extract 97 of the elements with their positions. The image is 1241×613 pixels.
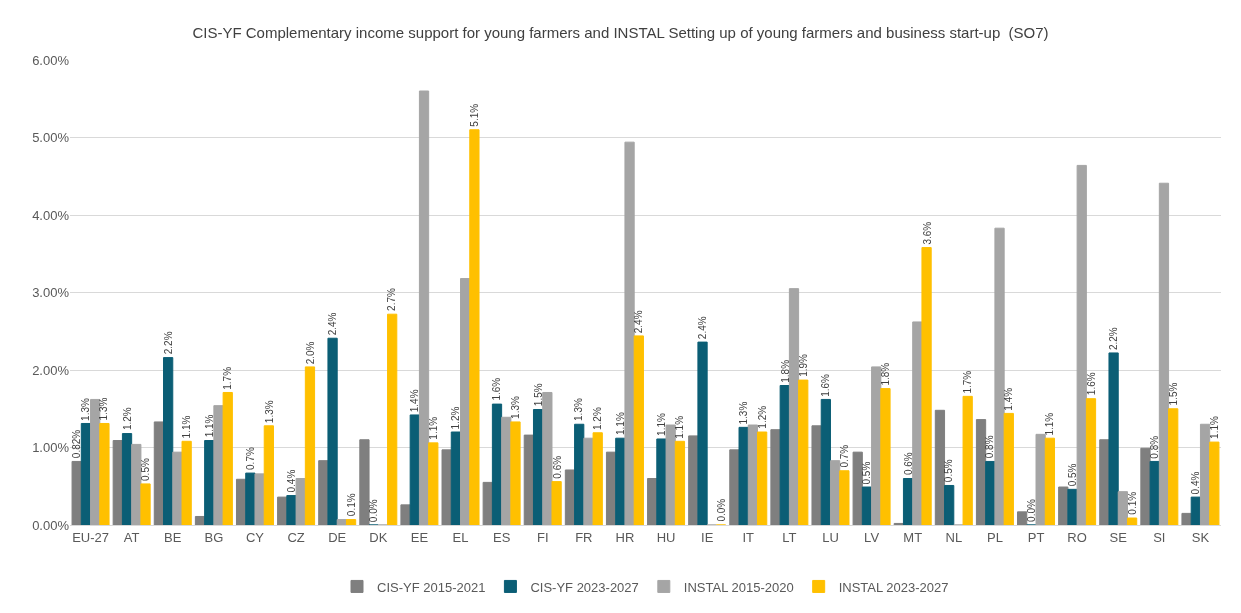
data-label: 0.8% [984, 435, 996, 459]
data-label: 1.3% [79, 398, 91, 421]
data-label: 1.1% [180, 415, 192, 439]
data-label: 1.3% [737, 401, 749, 425]
x-tick-label: PT [1027, 529, 1045, 545]
data-label: 1.3% [510, 396, 522, 419]
data-label: 1.2% [592, 407, 604, 430]
data-label: 3.6% [921, 221, 933, 245]
legend-label: CIS-YF 2015-2021 [377, 579, 486, 595]
x-tick-label: AT [123, 529, 140, 545]
x-tick-label: CY [245, 529, 265, 545]
data-label: 1.1% [1208, 416, 1220, 439]
data-label: 5.1% [469, 103, 481, 127]
data-label: 0.5% [861, 461, 873, 485]
data-label: 2.2% [163, 331, 175, 355]
x-tick-label: LV [864, 529, 880, 545]
x-tick-label: LU [822, 529, 839, 545]
y-tick-label: 6.00% [32, 52, 70, 68]
data-label: 1.1% [1044, 412, 1056, 436]
data-label: 1.6% [491, 377, 503, 401]
x-tick-label: PL [986, 529, 1003, 545]
x-tick-label: LT [782, 529, 797, 545]
x-tick-label: BG [204, 529, 224, 545]
x-tick-label: SE [1109, 529, 1128, 545]
data-label: 0.6% [551, 455, 563, 479]
data-label: 2.2% [1108, 327, 1120, 351]
data-label: 0.1% [345, 493, 357, 517]
data-label: 1.4% [409, 389, 421, 413]
data-label: 0.5% [140, 458, 152, 481]
x-tick-label: EE [410, 529, 429, 545]
data-label: 0.5% [1066, 463, 1078, 487]
data-label: 0.7% [244, 447, 256, 470]
x-tick-label: DE [328, 529, 347, 545]
x-tick-label: RO [1067, 529, 1087, 545]
data-label: 2.0% [304, 341, 316, 365]
data-label: 0.82% [71, 429, 83, 459]
y-tick-label: 1.00% [32, 440, 70, 456]
data-label: 1.3% [98, 397, 110, 421]
data-label: 1.2% [450, 406, 462, 430]
data-label: 0.0% [1025, 498, 1037, 522]
y-tick-label: 5.00% [32, 130, 70, 146]
data-label: 1.7% [221, 366, 233, 390]
legend-label: INSTAL 2015-2020 [683, 579, 794, 595]
data-label: 1.3% [573, 398, 585, 421]
x-tick-label: FR [575, 529, 593, 545]
x-tick-label: SI [1153, 529, 1166, 545]
x-tick-label: DK [369, 529, 388, 545]
data-label: 1.1% [427, 416, 439, 440]
data-label: 0.5% [943, 459, 955, 483]
y-tick-label: 0.00% [32, 517, 70, 533]
y-tick-label: 4.00% [32, 207, 70, 223]
data-label: 1.1% [614, 412, 626, 436]
data-label: 1.1% [655, 413, 667, 436]
legend-label: INSTAL 2023-2027 [838, 579, 949, 595]
data-label: 1.2% [756, 405, 768, 429]
data-label: 1.8% [779, 359, 791, 383]
data-label: 0.4% [286, 469, 298, 493]
x-tick-label: EU-27 [72, 529, 109, 545]
data-label: 1.7% [961, 370, 973, 394]
data-label: 1.6% [819, 373, 831, 397]
data-label: 1.1% [674, 415, 686, 439]
chart-title: CIS-YF Complementary income support for young farmers and INSTAL Setting up of young farmers and business start-up (SO7) [192, 24, 1049, 42]
x-tick-label: IT [742, 529, 755, 545]
y-tick-label: 2.00% [32, 362, 70, 378]
data-label: 0.4% [1190, 471, 1202, 495]
data-label: 1.4% [1002, 387, 1014, 411]
data-label: 0.0% [715, 498, 727, 522]
data-label: 2.4% [696, 316, 708, 340]
data-label: 1.3% [263, 400, 275, 424]
data-label: 2.7% [386, 287, 398, 311]
data-label: 2.4% [633, 310, 645, 334]
data-label: 1.2% [121, 407, 133, 431]
data-label: 1.1% [204, 414, 216, 438]
x-tick-label: ES [492, 529, 511, 545]
x-tick-label: NL [945, 529, 963, 545]
x-tick-label: HR [615, 529, 635, 545]
x-tick-label: IE [701, 529, 714, 545]
y-tick-label: 3.00% [32, 285, 70, 301]
data-label: 1.6% [1085, 372, 1097, 396]
x-tick-label: EL [452, 529, 469, 545]
data-label: 1.5% [533, 383, 545, 407]
x-tick-label: BE [164, 529, 182, 545]
data-label: 0.1% [1126, 491, 1138, 515]
data-label: 0.7% [839, 444, 851, 468]
x-tick-label: CZ [287, 529, 305, 545]
data-label: 1.8% [880, 362, 892, 386]
x-tick-label: MT [903, 529, 923, 545]
data-label: 1.5% [1167, 382, 1179, 406]
data-label: 0.0% [368, 499, 380, 523]
x-tick-label: HU [656, 529, 676, 545]
x-tick-label: SK [1191, 529, 1210, 545]
data-label: 0.6% [903, 452, 915, 476]
data-label: 2.4% [326, 312, 338, 336]
x-tick-label: FI [536, 529, 549, 545]
data-label: 0.8% [1148, 435, 1160, 459]
data-label: 1.9% [797, 353, 809, 377]
legend-label: CIS-YF 2023-2027 [530, 579, 639, 595]
